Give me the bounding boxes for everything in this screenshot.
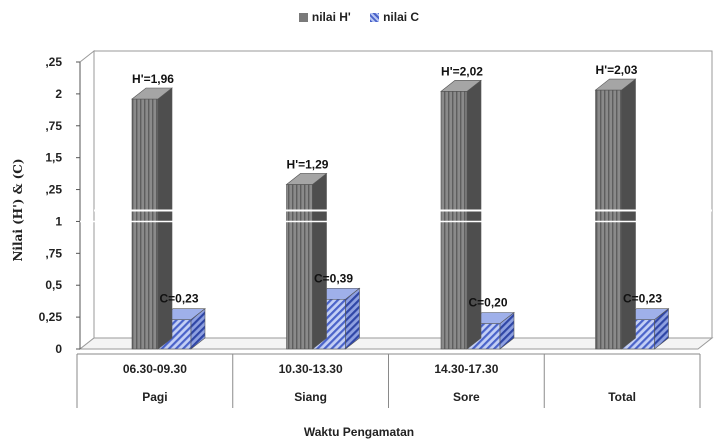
legend-item-h: nilai H' — [298, 10, 351, 24]
legend-label-c: nilai C — [383, 10, 420, 24]
bar-h-top — [440, 80, 482, 92]
data-label-h: H'=2,03 — [596, 63, 638, 77]
bar-h-front — [440, 91, 468, 350]
bar-h-front — [131, 98, 159, 350]
bar-h-front — [286, 184, 313, 350]
y-tick-label: 0,25 — [39, 310, 63, 324]
legend-item-c: nilai C — [370, 10, 419, 24]
x-tick-label-time: 10.30-13.30 — [279, 362, 343, 376]
bar-h-side — [621, 78, 636, 350]
bar-h-top — [594, 78, 637, 91]
x-tick-label-time: 14.30-17.30 — [434, 362, 498, 376]
legend-swatch-h — [298, 13, 308, 23]
bar-h-top — [131, 87, 173, 100]
x-tick-label-period: Total — [608, 390, 636, 404]
y-tick-label: 1 — [55, 214, 62, 228]
data-label-h: H'=2,02 — [441, 64, 483, 78]
bar-h-side — [157, 87, 173, 350]
y-tick-label: 1,5 — [45, 151, 62, 165]
y-tick-label: ,25 — [45, 183, 62, 197]
data-label-c: C=0,20 — [468, 295, 507, 309]
y-tick-label: ,75 — [45, 119, 62, 133]
data-label-c: C=0,23 — [159, 292, 198, 306]
legend-swatch-c — [370, 13, 380, 23]
x-tick-label-time: 06.30-09.30 — [123, 362, 187, 376]
data-label-h: H'=1,96 — [132, 72, 174, 86]
bar-h-front — [595, 89, 622, 350]
y-tick-label: 2 — [55, 87, 62, 101]
y-axis-label: Nilai (H') & (C) — [11, 158, 25, 262]
x-tick-label-period: Pagi — [142, 390, 167, 404]
y-tick-label: 0 — [55, 342, 62, 356]
y-tick-label: 0,5 — [45, 278, 62, 292]
data-label-c: C=0,23 — [623, 292, 662, 306]
bar-h-side — [312, 172, 327, 350]
plot-side-wall — [79, 49, 95, 351]
data-label-h: H'=1,29 — [287, 157, 329, 171]
chart-legend: nilai H' nilai C — [0, 10, 718, 24]
data-label-c: C=0,39 — [314, 271, 353, 285]
bar-h-top — [285, 173, 328, 185]
x-tick-label-period: Siang — [294, 390, 327, 404]
legend-label-h: nilai H' — [311, 10, 351, 24]
x-tick-label-period: Sore — [453, 390, 480, 404]
x-axis-label: Waktu Pengamatan — [303, 425, 415, 439]
y-tick-label: ,75 — [45, 246, 62, 260]
y-tick-label: ,25 — [45, 55, 62, 69]
